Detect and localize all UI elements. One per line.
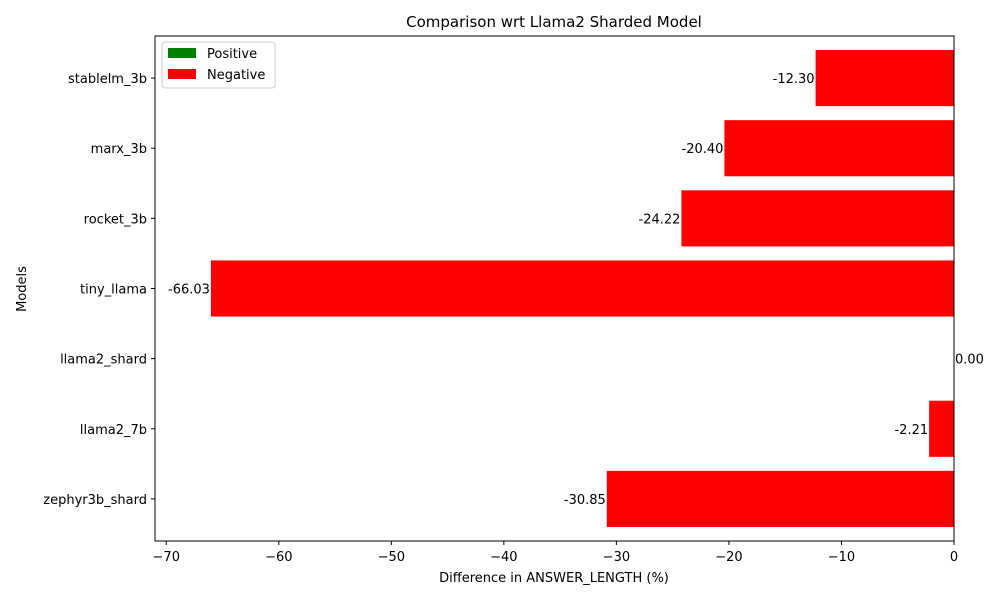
x-tick-label: −60 [265,550,292,565]
bar-value-label: -30.85 [564,493,606,508]
x-tick-label: 0 [950,550,958,565]
y-tick-label: stablelm_3b [68,72,147,87]
legend: Positive Negative [161,41,276,89]
bar-value-labels: -30.85 -2.21 0.00 -66.03 -24.22 -20.40 -12.30 [168,72,984,508]
legend-label-negative: Negative [207,68,265,83]
x-axis-label: Difference in ANSWER_LENGTH (%) [439,571,669,586]
bar-llama2_7b [929,400,954,457]
bar-value-label: -2.21 [894,423,928,438]
y-tick-label: llama2_7b [80,423,147,438]
bar-value-label: -12.30 [773,72,815,87]
plot-frame [154,35,955,542]
bar-tiny_llama [210,260,954,317]
x-tick-label: −50 [378,550,405,565]
x-axis-ticks: −70 −60 −50 −40 −30 −20 −10 0 [153,541,958,565]
y-tick-label: zephyr3b_shard [43,493,147,508]
bar-value-label: 0.00 [955,353,984,368]
x-tick-label: −20 [715,550,742,565]
y-tick-label: tiny_llama [80,283,147,298]
y-tick-label: marx_3b [91,142,147,157]
bar-stablelm_3b [815,50,954,107]
y-axis-ticks: zephyr3b_shard llama2_7b llama2_shard tiny_… [43,72,155,508]
x-tick-label: −10 [828,550,855,565]
legend-swatch-positive [168,48,196,58]
bar-marx_3b [724,120,954,177]
x-tick-label: −70 [153,550,180,565]
legend-swatch-negative [168,69,196,79]
bars-group [210,50,954,527]
legend-label-positive: Positive [207,47,257,62]
y-tick-label: rocket_3b [84,212,147,227]
bar-zephyr3b_shard [606,470,954,527]
bar-value-label: -24.22 [639,212,681,227]
chart-title: Comparison wrt Llama2 Sharded Model [406,13,702,31]
bar-value-label: -66.03 [168,283,210,298]
y-axis-label: Models [15,266,30,312]
bar-rocket_3b [681,190,954,247]
x-tick-label: −40 [490,550,517,565]
y-tick-label: llama2_shard [60,353,147,368]
x-tick-label: −30 [603,550,630,565]
bar-value-label: -20.40 [682,142,724,157]
